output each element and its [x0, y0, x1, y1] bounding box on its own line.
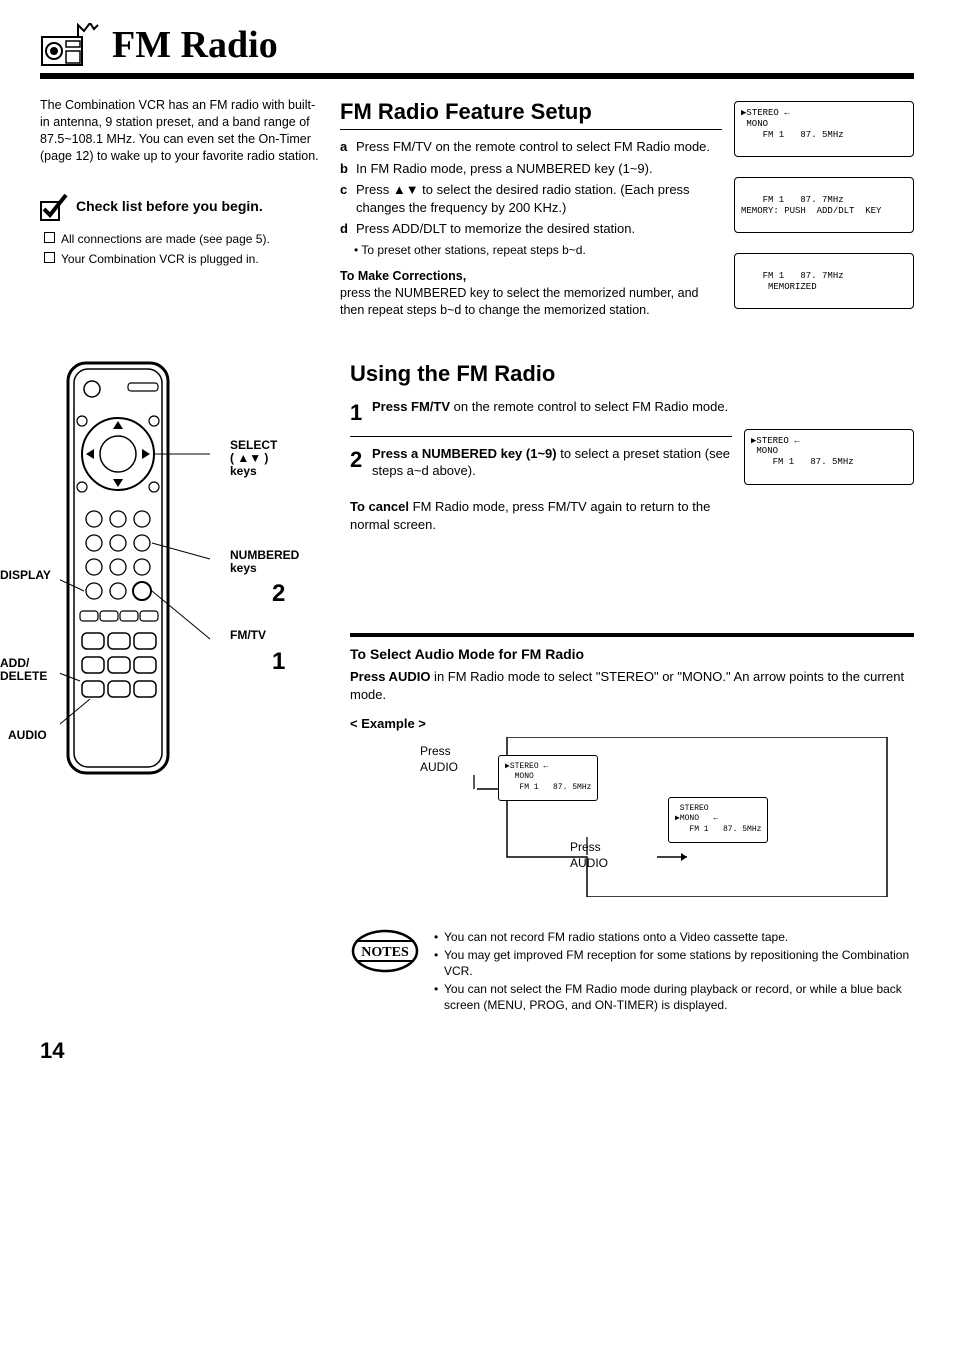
svg-text:NOTES: NOTES	[361, 945, 409, 960]
intro-text: The Combination VCR has an FM radio with…	[40, 97, 320, 165]
setup-title: FM Radio Feature Setup	[340, 97, 722, 130]
divider	[350, 633, 914, 637]
remote-label-fmtv: FM/TV	[230, 629, 266, 642]
example-diagram: Press AUDIO ▶STEREO ← MONO FM 1 87. 5MHz…	[360, 737, 914, 897]
setup-step: bIn FM Radio mode, press a NUMBERED key …	[340, 160, 722, 178]
radio-icon	[40, 23, 100, 67]
corrections-body: press the NUMBERED key to select the mem…	[340, 285, 722, 319]
checkmark-icon	[40, 193, 68, 221]
remote-diagram: SELECT ( ▲▼ ) keys NUMBERED keys 2 FM/TV…	[40, 359, 340, 819]
osd-box-2: FM 1 87. 7MHz MEMORY: PUSH ADD/DLT KEY	[734, 177, 914, 233]
remote-label-add: ADD/ DELETE	[0, 657, 47, 683]
note-item: You can not record FM radio stations ont…	[444, 929, 788, 945]
example-osd-2: STEREO ▶MONO ← FM 1 87. 5MHz	[668, 797, 768, 843]
corrections-title: To Make Corrections,	[340, 268, 722, 285]
checklist-item: Your Combination VCR is plugged in.	[40, 251, 320, 267]
checkbox-icon	[44, 252, 55, 263]
remote-label-one: 1	[272, 649, 285, 675]
remote-label-display: DISPLAY	[0, 569, 51, 582]
osd-using: ▶STEREO ← MONO FM 1 87. 5MHz	[744, 429, 914, 485]
checklist-heading: Check list before you begin.	[76, 193, 263, 216]
checkbox-icon	[44, 232, 55, 243]
audio-body: Press AUDIO in FM Radio mode to select "…	[350, 668, 914, 703]
press-audio-label-2: Press AUDIO	[570, 839, 608, 871]
setup-step: cPress ▲▼ to select the desired radio st…	[340, 181, 722, 216]
setup-step: dPress ADD/DLT to memorize the desired s…	[340, 220, 722, 238]
note-item: You can not select the FM Radio mode dur…	[444, 981, 914, 1013]
checklist-item-text: Your Combination VCR is plugged in.	[61, 251, 259, 267]
page-title: FM Radio	[112, 20, 278, 71]
using-step-1: 1 Press FM/TV on the remote control to s…	[350, 398, 732, 437]
checklist-item-text: All connections are made (see page 5).	[61, 231, 270, 247]
setup-sub-bullet: • To preset other stations, repeat steps…	[340, 242, 722, 258]
notes-icon: NOTES	[350, 927, 420, 975]
page-number: 14	[40, 1036, 914, 1066]
example-osd-1: ▶STEREO ← MONO FM 1 87. 5MHz	[498, 755, 598, 801]
using-title: Using the FM Radio	[350, 359, 732, 391]
setup-step: aPress FM/TV on the remote control to se…	[340, 138, 722, 156]
press-audio-label-1: Press AUDIO	[420, 743, 458, 775]
remote-label-audio: AUDIO	[8, 729, 47, 742]
notes-list: •You can not record FM radio stations on…	[434, 927, 914, 1016]
remote-label-select: SELECT ( ▲▼ ) keys	[230, 439, 277, 479]
cancel-text: To cancel FM Radio mode, press FM/TV aga…	[350, 498, 732, 533]
checklist-item: All connections are made (see page 5).	[40, 231, 320, 247]
osd-box-1: ▶STEREO ← MONO FM 1 87. 5MHz	[734, 101, 914, 157]
page-header: FM Radio	[40, 20, 914, 79]
using-step-2: 2 Press a NUMBERED key (1~9) to select a…	[350, 445, 732, 488]
remote-label-two: 2	[272, 581, 285, 607]
note-item: You may get improved FM reception for so…	[444, 947, 914, 979]
remote-icon	[60, 359, 220, 779]
osd-box-3: FM 1 87. 7MHz MEMORIZED	[734, 253, 914, 309]
audio-title: To Select Audio Mode for FM Radio	[350, 645, 914, 664]
example-label: < Example >	[350, 715, 914, 733]
remote-label-numbered: NUMBERED keys	[230, 549, 299, 575]
